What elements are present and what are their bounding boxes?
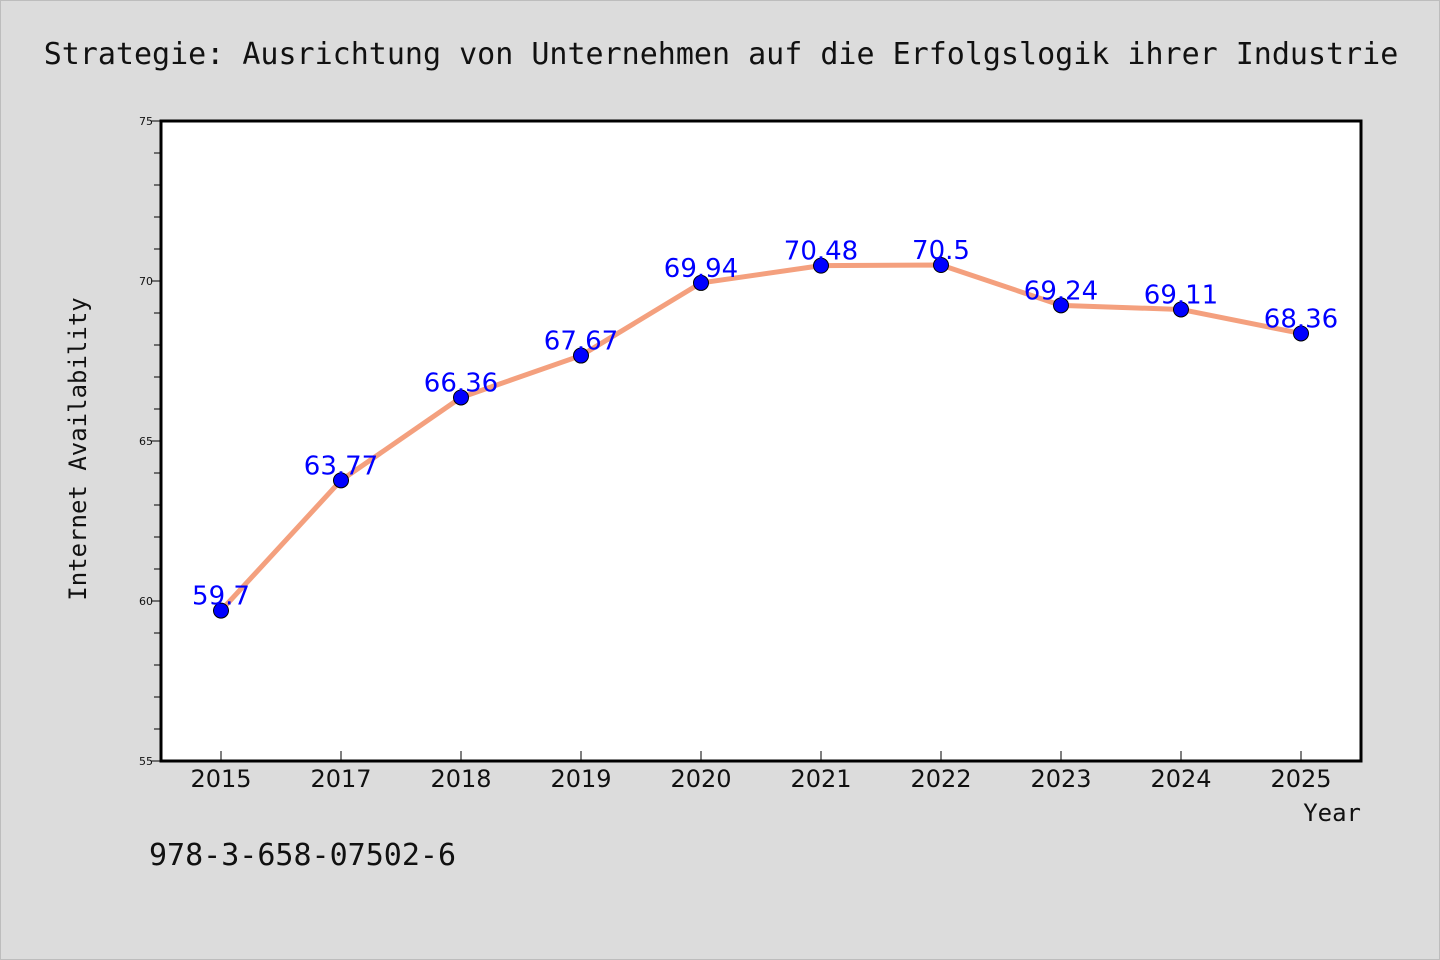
data-markers (213, 257, 1309, 619)
y-axis-label: Internet Availability (64, 297, 92, 600)
x-tick-label: 2017 (310, 765, 371, 793)
x-tick-label: 2019 (550, 765, 611, 793)
data-point (333, 472, 349, 489)
data-point (573, 347, 589, 364)
data-label: 66.36 (424, 368, 498, 398)
x-axis-label: Year (1303, 799, 1361, 827)
x-tick-label: 2024 (1150, 765, 1211, 793)
chart-title: Strategie: Ausrichtung von Unternehmen a… (44, 37, 1399, 72)
data-label: 59.7 (192, 582, 250, 612)
y-tick-label: 55 (139, 755, 153, 768)
y-axis-ticks (151, 120, 161, 762)
x-tick-label: 2025 (1270, 765, 1331, 793)
data-point (1053, 297, 1069, 314)
x-tick-label: 2020 (670, 765, 731, 793)
y-axis-tick-labels: 55 60 65 70 75 (139, 115, 153, 768)
x-tick-label: 2023 (1030, 765, 1091, 793)
y-tick-label: 75 (139, 115, 153, 128)
y-tick-label: 70 (139, 275, 153, 288)
plot-area (159, 119, 1363, 763)
data-labels: 59.7 63.77 66.36 67.67 69.94 70.48 70.5 69.24 69… (192, 236, 1338, 612)
x-tick-label: 2018 (430, 765, 491, 793)
x-axis-tick-labels: 2015 2017 2018 2019 2020 2021 2022 2023 2024 2025 (190, 765, 1331, 793)
y-tick-label: 65 (139, 435, 153, 448)
x-axis-ticks (220, 751, 1302, 761)
data-point (813, 257, 829, 274)
x-tick-label: 2022 (910, 765, 971, 793)
x-tick-label: 2015 (190, 765, 251, 793)
data-label: 63.77 (304, 451, 378, 481)
data-point (693, 274, 709, 291)
data-point (1293, 325, 1309, 342)
data-point (453, 389, 469, 406)
series-line (219, 262, 1302, 613)
data-label: 67.67 (544, 327, 618, 357)
data-label: 69.94 (664, 254, 738, 284)
data-label: 70.48 (784, 237, 858, 267)
data-point (933, 257, 949, 273)
data-point (1173, 301, 1189, 318)
data-point (213, 602, 229, 619)
data-label: 68.36 (1264, 304, 1338, 334)
data-label: 69.11 (1144, 280, 1218, 310)
x-tick-label: 2021 (790, 765, 851, 793)
y-tick-label: 60 (139, 595, 153, 608)
data-label: 69.24 (1024, 276, 1098, 306)
isbn-footer: 978-3-658-07502-6 (149, 838, 456, 873)
data-label: 70.5 (912, 236, 970, 266)
